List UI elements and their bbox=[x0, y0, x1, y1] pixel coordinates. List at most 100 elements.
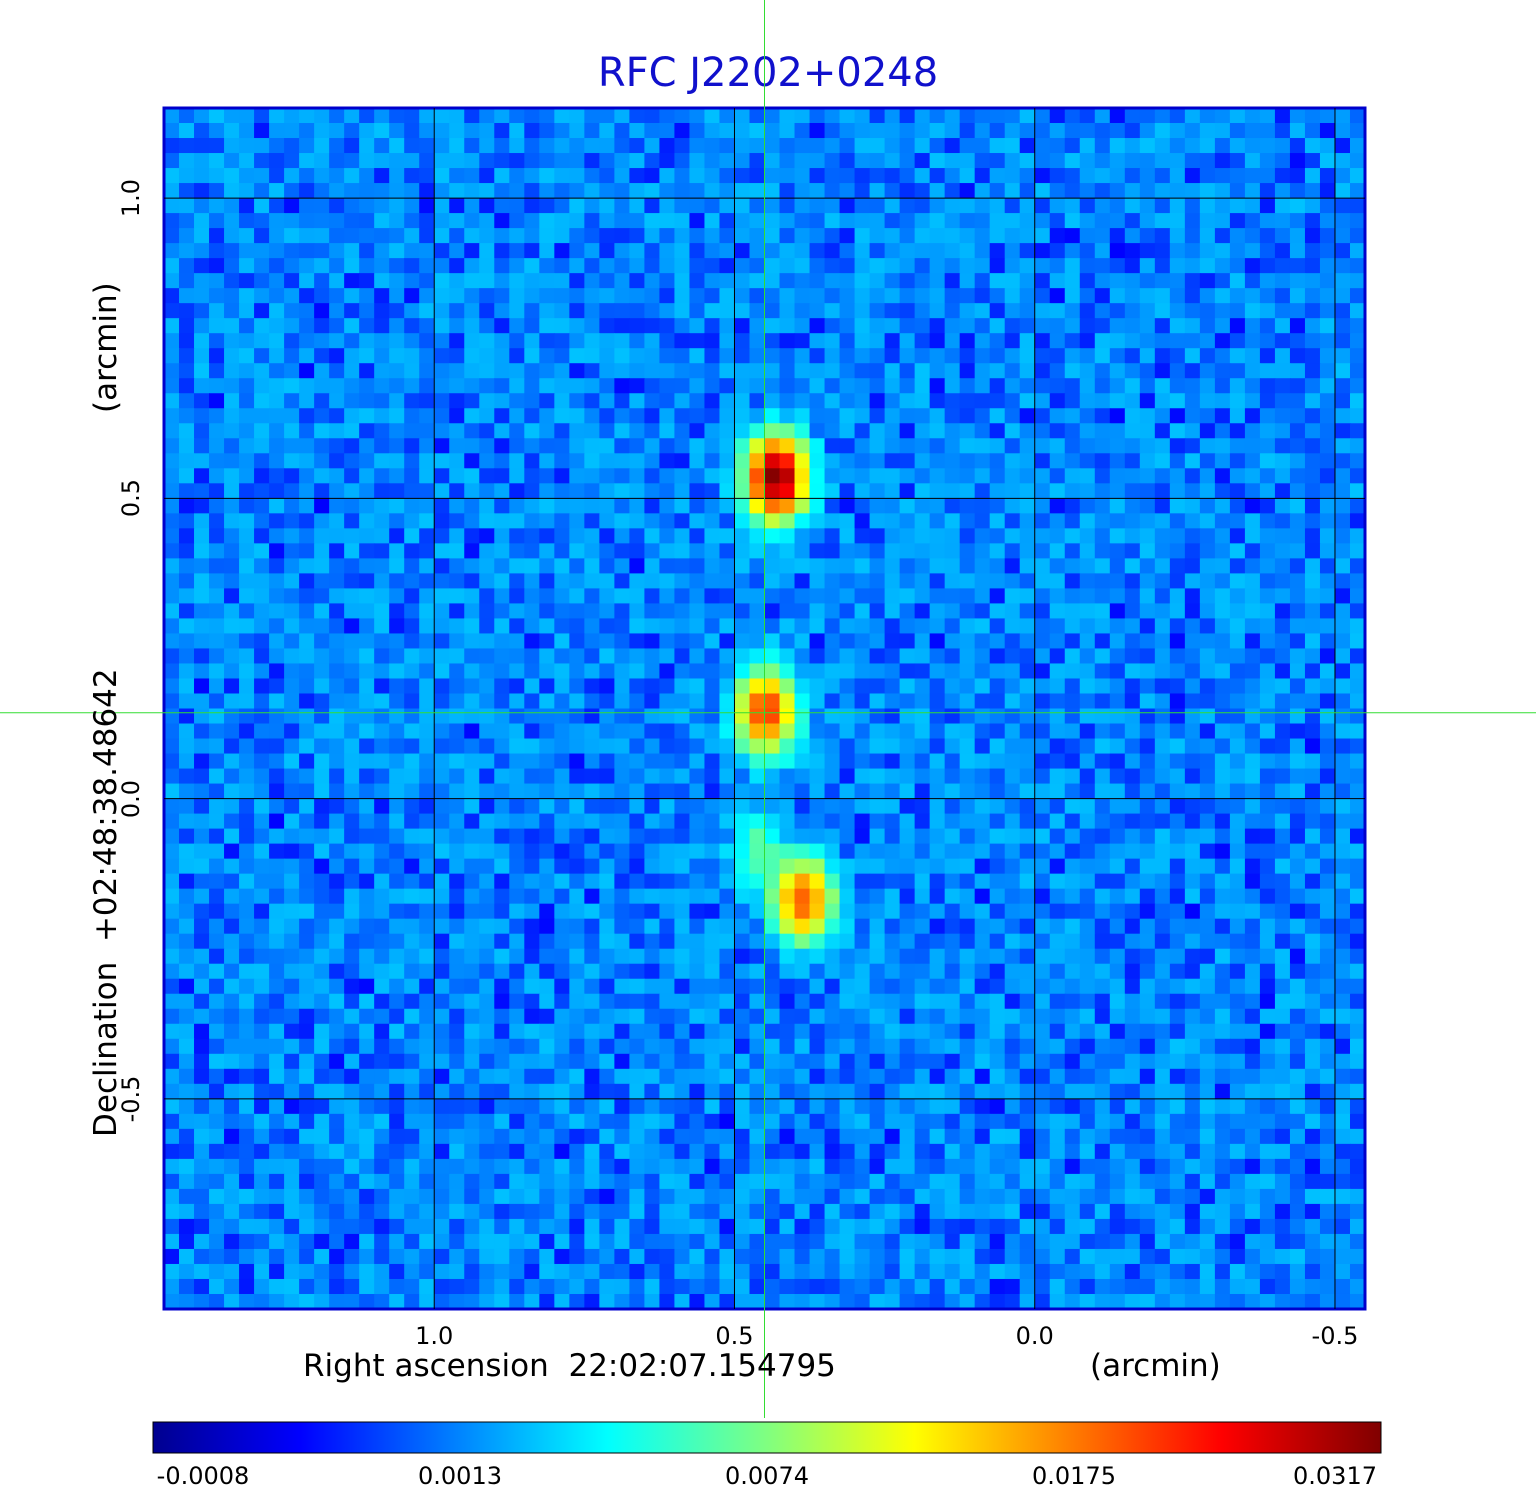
heatmap-cell bbox=[734, 423, 751, 439]
heatmap-cell bbox=[1184, 873, 1201, 890]
heatmap-cell bbox=[1184, 888, 1201, 905]
heatmap-cell bbox=[1124, 618, 1141, 635]
heatmap-cell bbox=[254, 783, 270, 800]
heatmap-cell bbox=[254, 363, 270, 379]
heatmap-cell bbox=[1154, 303, 1171, 319]
heatmap-cell bbox=[839, 618, 856, 635]
heatmap-cell bbox=[659, 723, 676, 740]
heatmap-cell bbox=[1109, 408, 1126, 424]
heatmap-cell bbox=[1304, 768, 1321, 785]
heatmap-cell bbox=[1184, 123, 1201, 139]
heatmap-cell bbox=[179, 558, 195, 574]
heatmap-cell bbox=[209, 588, 225, 605]
heatmap-cell bbox=[509, 798, 525, 815]
heatmap-cell bbox=[854, 363, 871, 379]
heatmap-cell bbox=[1259, 408, 1276, 424]
heatmap-cell bbox=[1304, 1023, 1321, 1040]
heatmap-cell bbox=[959, 528, 976, 544]
heatmap-cell bbox=[734, 693, 751, 710]
heatmap-cell bbox=[929, 483, 946, 499]
heatmap-cell bbox=[254, 513, 270, 529]
heatmap-cell bbox=[1349, 723, 1366, 740]
heatmap-cell bbox=[704, 108, 721, 124]
heatmap-cell bbox=[269, 738, 285, 755]
heatmap-cell bbox=[809, 573, 826, 589]
heatmap-cell bbox=[629, 483, 645, 499]
heatmap-cell bbox=[914, 978, 931, 995]
heatmap-cell bbox=[854, 1023, 871, 1040]
heatmap-cell bbox=[569, 663, 585, 680]
heatmap-cell bbox=[1169, 603, 1186, 620]
heatmap-cell bbox=[1169, 723, 1186, 740]
heatmap-cell bbox=[479, 1008, 495, 1025]
heatmap-cell bbox=[164, 933, 180, 950]
heatmap-cell bbox=[1154, 123, 1171, 139]
heatmap-cell bbox=[209, 873, 225, 890]
heatmap-cell bbox=[1334, 258, 1351, 274]
heatmap-cell bbox=[929, 843, 946, 860]
heatmap-cell bbox=[359, 873, 375, 890]
heatmap-cell bbox=[1334, 843, 1351, 860]
heatmap-cell bbox=[1274, 108, 1291, 124]
heatmap-cell bbox=[719, 708, 736, 725]
heatmap-cell bbox=[1079, 738, 1096, 755]
heatmap-cell bbox=[599, 783, 615, 800]
heatmap-cell bbox=[254, 498, 270, 514]
heatmap-cell bbox=[914, 1008, 931, 1025]
heatmap-cell bbox=[449, 423, 465, 439]
heatmap-cell bbox=[479, 753, 495, 770]
heatmap-cell bbox=[269, 663, 285, 680]
heatmap-cell bbox=[1049, 198, 1066, 214]
heatmap-cell bbox=[809, 1023, 826, 1040]
heatmap-cell bbox=[944, 258, 961, 274]
heatmap-cell bbox=[359, 213, 375, 229]
heatmap-cell bbox=[374, 333, 390, 349]
heatmap-cell bbox=[389, 528, 405, 544]
heatmap-cell bbox=[479, 858, 495, 875]
heatmap-cell bbox=[194, 753, 210, 770]
heatmap-cell bbox=[554, 813, 570, 830]
heatmap-cell bbox=[479, 348, 495, 364]
heatmap-cell bbox=[614, 243, 630, 259]
heatmap-cell bbox=[179, 768, 195, 785]
heatmap-cell bbox=[1319, 633, 1336, 650]
heatmap-cell bbox=[749, 303, 766, 319]
heatmap-cell bbox=[1094, 183, 1111, 199]
heatmap-cell bbox=[1049, 948, 1066, 965]
heatmap-cell bbox=[194, 843, 210, 860]
heatmap-cell bbox=[629, 738, 645, 755]
heatmap-cell bbox=[464, 903, 480, 920]
heatmap-cell bbox=[284, 1038, 300, 1055]
heatmap-cell bbox=[509, 588, 525, 605]
heatmap-cell bbox=[584, 243, 600, 259]
heatmap-cell bbox=[689, 843, 706, 860]
heatmap-cell bbox=[1199, 168, 1216, 184]
heatmap-cell bbox=[1184, 153, 1201, 169]
heatmap-cell bbox=[944, 708, 961, 725]
heatmap-cell bbox=[479, 153, 495, 169]
heatmap-cell bbox=[269, 873, 285, 890]
heatmap-cell bbox=[1229, 153, 1246, 169]
heatmap-cell bbox=[194, 213, 210, 229]
heatmap-cell bbox=[464, 933, 480, 950]
heatmap-cell bbox=[569, 933, 585, 950]
heatmap-cell bbox=[539, 108, 555, 124]
heatmap-cell bbox=[839, 483, 856, 499]
heatmap-cell bbox=[1034, 408, 1051, 424]
heatmap-cell bbox=[929, 303, 946, 319]
heatmap-cell bbox=[674, 438, 691, 454]
heatmap-cell bbox=[314, 513, 330, 529]
heatmap-cell bbox=[164, 168, 180, 184]
heatmap-cell bbox=[179, 798, 195, 815]
heatmap-cell bbox=[884, 198, 901, 214]
heatmap-cell bbox=[374, 528, 390, 544]
heatmap-cell bbox=[554, 588, 570, 605]
heatmap-cell bbox=[914, 498, 931, 514]
heatmap-cell bbox=[1064, 768, 1081, 785]
heatmap-cell bbox=[209, 933, 225, 950]
heatmap-cell bbox=[824, 333, 841, 349]
heatmap-cell bbox=[464, 258, 480, 274]
heatmap-cell bbox=[914, 408, 931, 424]
heatmap-cell bbox=[509, 123, 525, 139]
heatmap-cell bbox=[239, 768, 255, 785]
